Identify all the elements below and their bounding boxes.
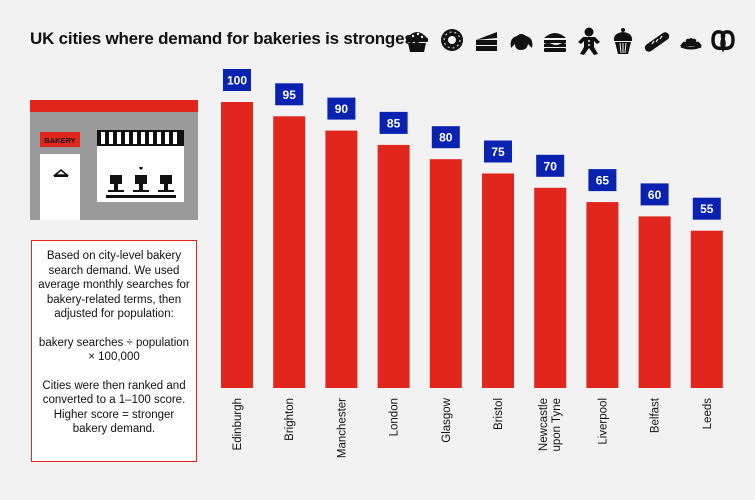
data-label-5: 80: [439, 131, 453, 145]
croissant-icon: [510, 34, 533, 50]
category-label-8: Liverpool: [597, 398, 609, 445]
cupcake-icon: [613, 28, 633, 54]
methodology-note-box: Based on city-level bakery search demand…: [31, 240, 197, 462]
bar-10: [690, 230, 723, 388]
bar-9: [638, 216, 671, 388]
bar-6: [482, 173, 514, 388]
data-label-2: 95: [283, 88, 297, 102]
bar-4: [377, 144, 410, 388]
sandwich-icon: [544, 33, 566, 52]
data-label-4: 85: [387, 116, 401, 130]
shop-sign-board: [40, 132, 80, 147]
category-label-4: London: [389, 398, 401, 436]
data-label-box-8: [588, 169, 617, 192]
category-label-3: Manchester: [336, 398, 348, 458]
data-label-8: 65: [596, 174, 610, 188]
data-label-7: 70: [544, 159, 558, 173]
cake-slice-icon: [476, 32, 497, 51]
pretzel-icon: [711, 30, 735, 53]
data-label-box-1: [223, 69, 251, 91]
shop-awning: [97, 130, 184, 146]
data-label-box-3: [327, 97, 356, 120]
data-label-box-6: [484, 140, 512, 163]
shop-door: [40, 154, 80, 220]
category-label-1: Edinburgh: [232, 398, 244, 450]
bar-3: [325, 130, 358, 388]
bakery-shopfront-illustration: BAKERY: [30, 100, 198, 220]
data-label-box-9: [640, 183, 669, 206]
category-label-7: Newcastleupon Tyne: [538, 398, 563, 452]
data-label-box-5: [431, 126, 460, 149]
data-label-box-2: [275, 83, 304, 106]
methodology-formula: bakery searches ÷ population × 100,000: [38, 336, 190, 364]
bar-2: [273, 116, 306, 389]
gingerbread-man-icon: [578, 27, 600, 55]
data-label-9: 60: [648, 188, 662, 202]
shop-window-cakes: [106, 166, 176, 198]
shop-roof-stripe: [30, 100, 198, 112]
data-label-6: 75: [491, 145, 505, 159]
data-label-box-4: [379, 111, 408, 134]
category-label-6: Bristol: [493, 398, 505, 430]
bar-7: [534, 187, 567, 388]
shop-sign-text: BAKERY: [44, 136, 75, 145]
chart-title: UK cities where demand for bakeries is s…: [30, 29, 420, 48]
pie-icon: [406, 32, 428, 52]
category-label-9: Belfast: [650, 397, 662, 433]
methodology-text-2: Cities were then ranked and converted to…: [42, 379, 186, 436]
bar-1: [221, 102, 253, 388]
baguette-icon: [644, 32, 670, 52]
pasty-icon: [680, 37, 702, 50]
bar-5: [429, 159, 462, 388]
category-label-5: Glasgow: [441, 397, 453, 442]
bakery-icons-row: [406, 27, 735, 55]
shop-window: [97, 140, 184, 202]
data-label-box-10: [692, 197, 721, 220]
data-label-3: 90: [335, 102, 349, 116]
bar-8: [586, 202, 619, 388]
data-label-box-7: [536, 154, 565, 177]
data-label-10: 55: [700, 202, 714, 216]
methodology-text-1: Based on city-level bakery search demand…: [38, 250, 190, 320]
category-label-2: Brighton: [284, 398, 296, 441]
data-label-1: 100: [227, 74, 247, 88]
category-label-10: Leeds: [702, 398, 714, 430]
donut-icon: [441, 29, 463, 51]
